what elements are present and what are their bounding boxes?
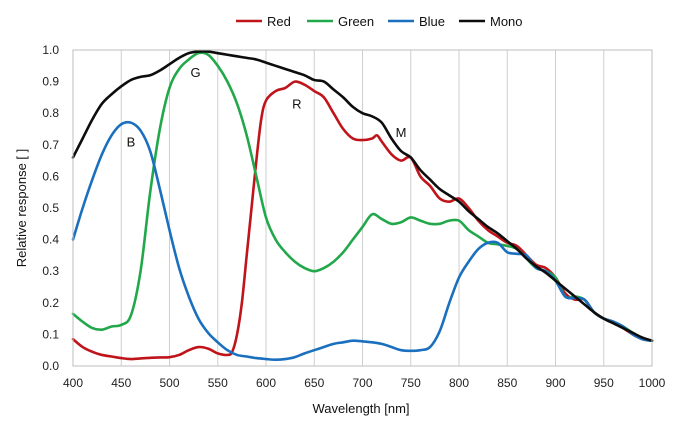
grid-layer [72,50,653,366]
x-tick-label: 1000 [639,376,666,390]
axis-layer: 400 450 500 550 600 650 700 750 800 850 900 950 1000… [42,43,665,390]
x-tick-label: 750 [401,376,421,390]
curve-annotation-m: M [396,125,407,140]
y-tick-label: 0.9 [42,75,59,89]
annotation-layer: G B R M [127,65,407,150]
y-tick-label: 0.2 [42,296,59,310]
series-line-mono [71,50,654,343]
legend-label: Blue [419,14,445,29]
x-tick-label: 850 [497,376,517,390]
y-tick-label: 0.6 [42,169,59,183]
plot-frame [72,49,653,367]
x-tick-label: 700 [352,376,372,390]
x-axis-title: Wavelength [nm] [312,401,409,416]
y-tick-label: 0.3 [42,264,59,278]
x-tick-label: 400 [63,376,83,390]
x-tick-label: 600 [256,376,276,390]
legend-label: Mono [490,14,523,29]
legend-item-blue: Blue [388,14,445,29]
legend: Red Green Blue Mono [236,14,523,29]
curve-annotation-r: R [292,97,301,112]
legend-item-green: Green [307,14,374,29]
x-tick-label: 800 [449,376,469,390]
series-line-green [71,51,654,343]
y-axis-title: Relative response [ ] [14,149,29,268]
legend-label: Red [267,14,291,29]
curve-annotation-b: B [127,135,136,150]
y-tick-label: 0.8 [42,106,59,120]
legend-item-mono: Mono [459,14,523,29]
x-tick-label: 650 [304,376,324,390]
curve-annotation-g: G [190,65,200,80]
y-tick-label: 0.0 [42,359,59,373]
y-tick-label: 0.1 [42,327,59,341]
y-tick-label: 1.0 [42,43,59,57]
y-tick-label: 0.7 [42,138,59,152]
x-tick-label: 500 [159,376,179,390]
x-tick-label: 550 [208,376,228,390]
x-tick-label: 900 [545,376,565,390]
y-tick-label: 0.4 [42,233,59,247]
legend-label: Green [338,14,374,29]
y-tick-label: 0.5 [42,201,59,215]
series-line-red [71,80,654,361]
legend-item-red: Red [236,14,291,29]
x-tick-label: 450 [111,376,131,390]
x-tick-label: 950 [594,376,614,390]
series-layer [71,50,654,361]
